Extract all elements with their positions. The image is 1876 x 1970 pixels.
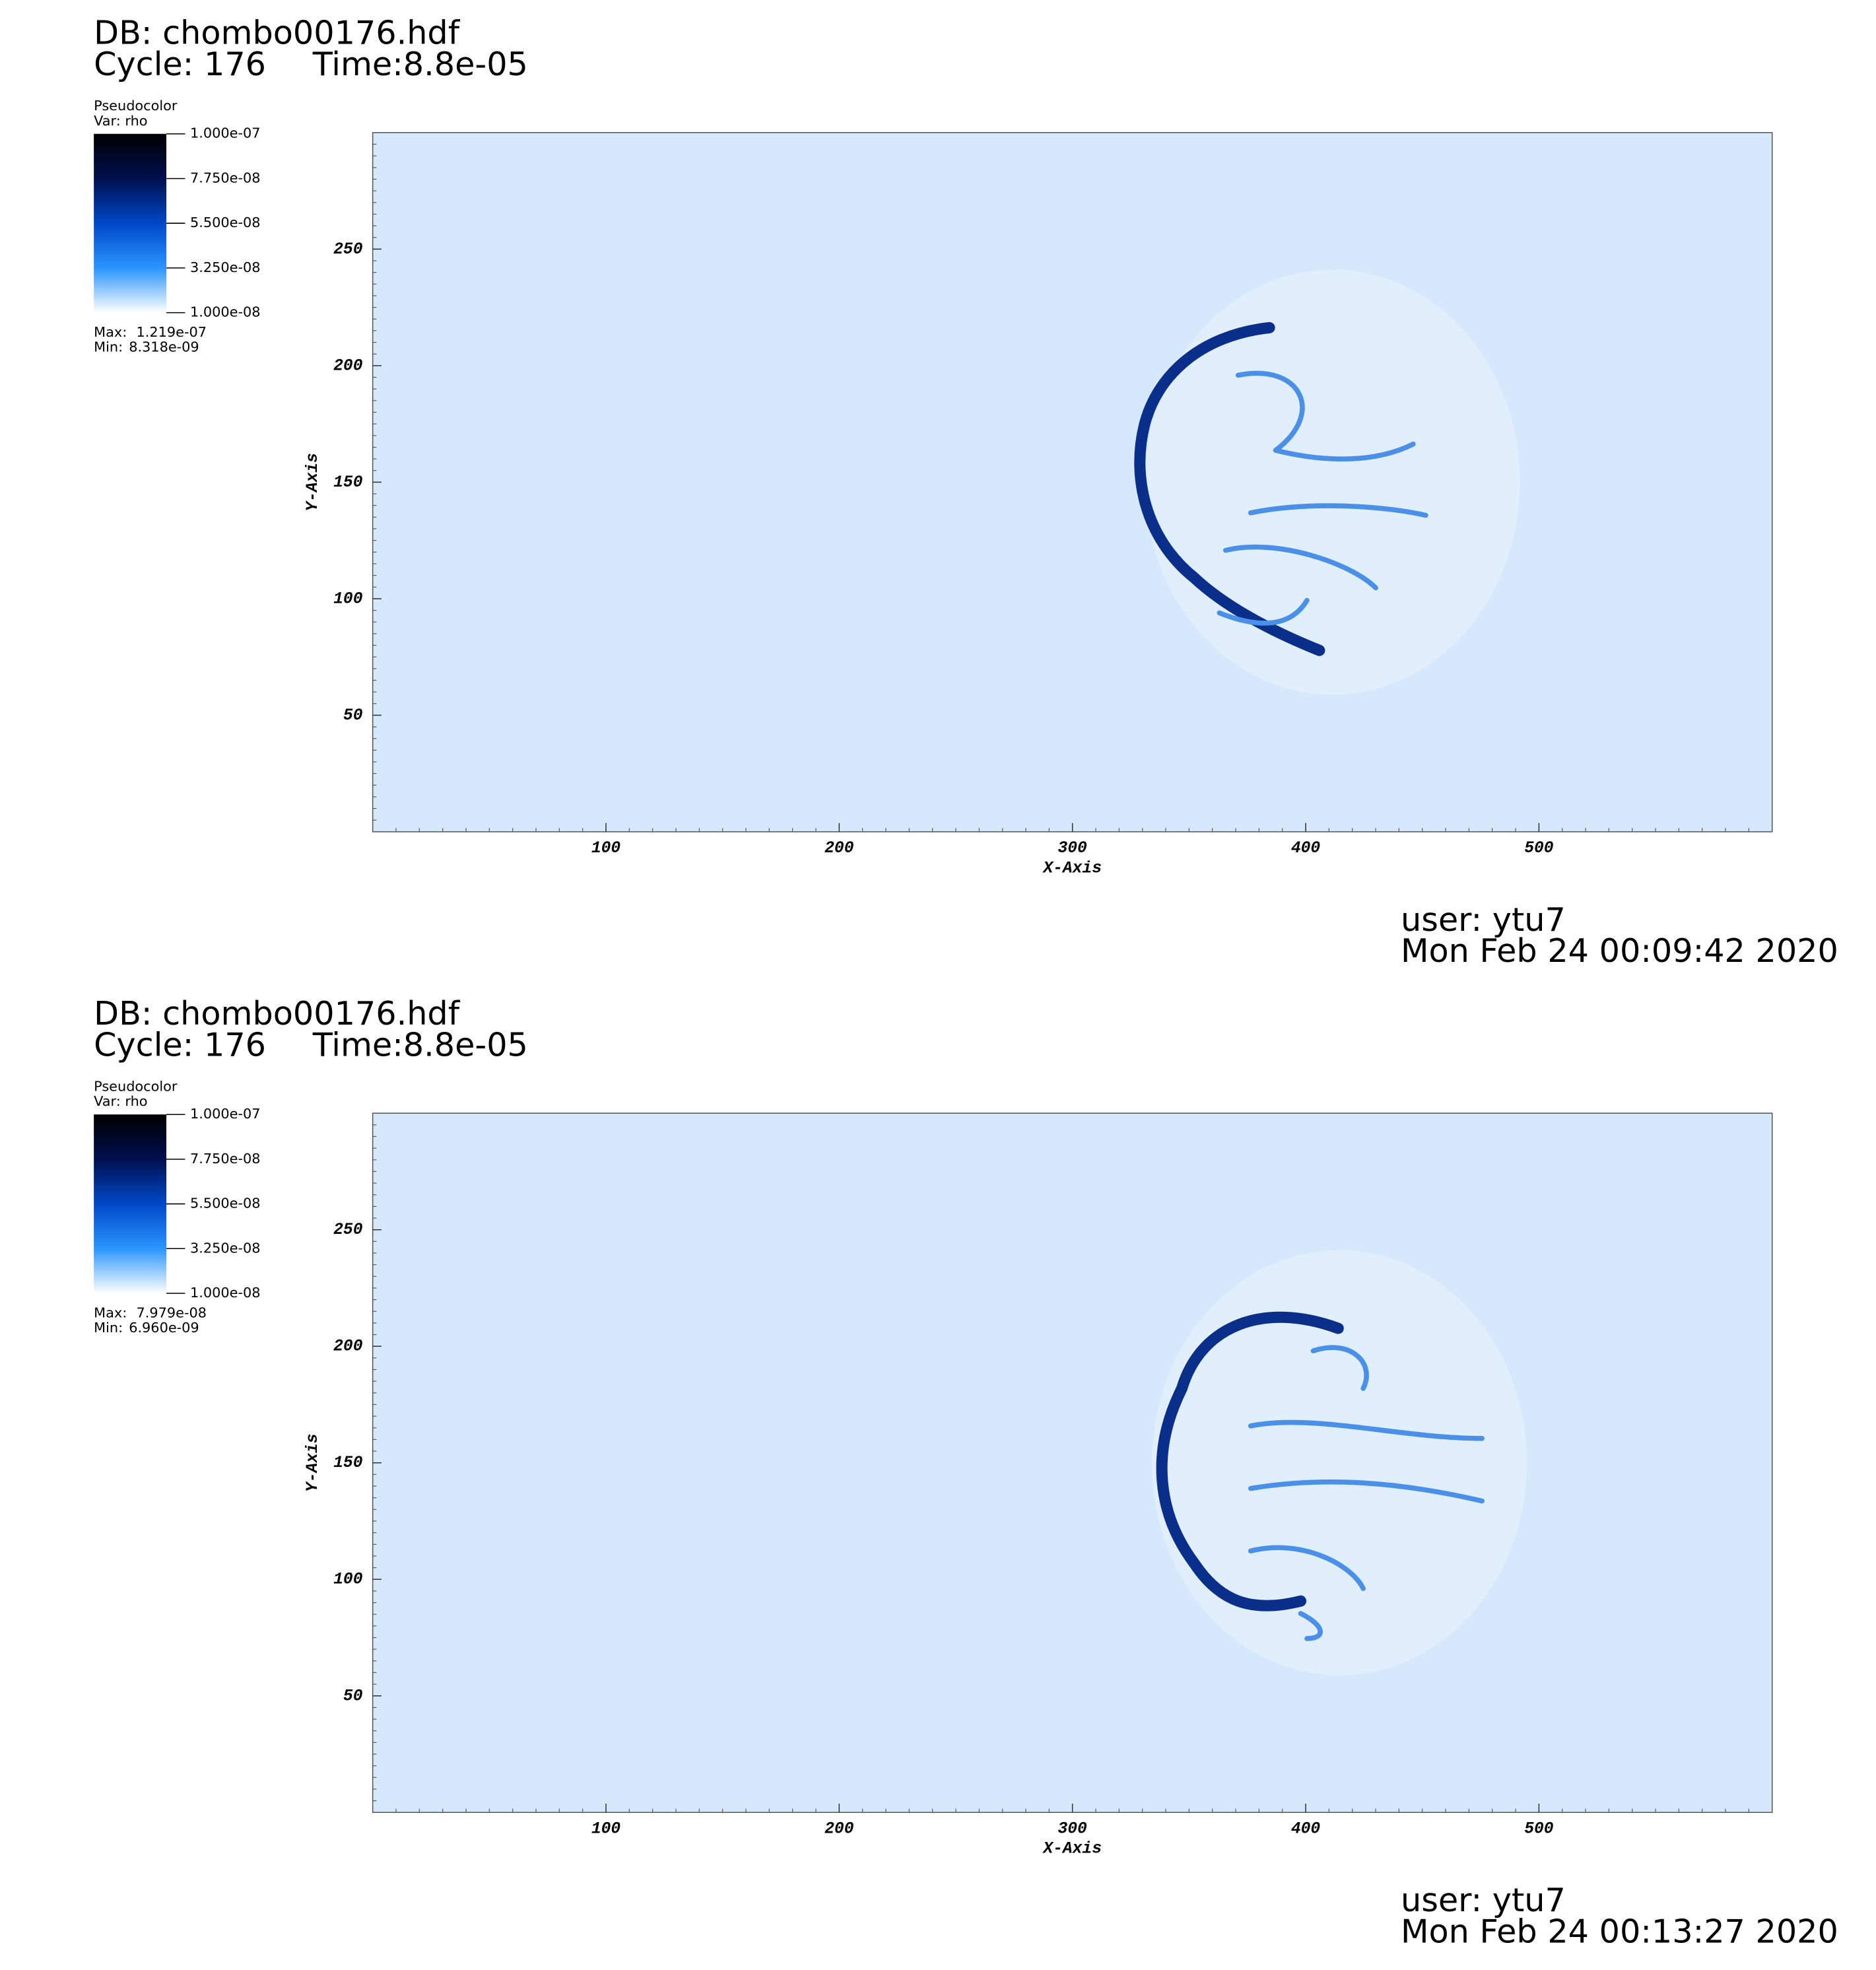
flow-filament xyxy=(1217,597,1310,626)
min-caption: Min: xyxy=(94,339,123,355)
db-title: DB: chombo00176.hdf xyxy=(94,14,461,52)
flow-halo xyxy=(1151,1250,1527,1676)
x-tick-label: 100 xyxy=(591,1820,621,1838)
colorbar-tick-label: 7.750e-08 xyxy=(190,1151,260,1167)
date: Mon Feb 24 00:09:42 2020 xyxy=(1401,932,1838,970)
legend-title: Pseudocolor xyxy=(94,98,178,114)
colorbar-tick-label: 5.500e-08 xyxy=(190,1196,260,1211)
flow-filament xyxy=(1310,1345,1369,1391)
colorbar xyxy=(94,1114,167,1294)
x-tick-label: 200 xyxy=(824,840,854,858)
y-tick-label: 250 xyxy=(333,1221,363,1239)
cycle: Cycle: 176 xyxy=(94,45,266,83)
legend-variable: Var: rho xyxy=(94,1093,147,1109)
x-axis-label: X-Axis xyxy=(1042,860,1102,877)
date: Mon Feb 24 00:13:27 2020 xyxy=(1401,1913,1838,1951)
colorbar-tick-label: 1.000e-08 xyxy=(190,1285,260,1301)
x-tick-label: 400 xyxy=(1291,840,1321,858)
y-tick-label: 100 xyxy=(333,590,363,608)
flow-filament xyxy=(1223,544,1378,591)
user: user: ytu7 xyxy=(1401,900,1566,939)
y-tick-label: 150 xyxy=(333,1454,363,1472)
y-tick-label: 200 xyxy=(333,1338,363,1356)
min-value: 8.318e-09 xyxy=(129,339,199,355)
time: Time:8.8e-05 xyxy=(312,45,528,83)
min-value: 6.960e-09 xyxy=(129,1320,199,1336)
x-tick-label: 400 xyxy=(1291,1820,1321,1838)
colorbar xyxy=(94,133,167,313)
user: user: ytu7 xyxy=(1401,1881,1566,1919)
x-tick-label: 200 xyxy=(824,1820,854,1838)
flow-filament xyxy=(1298,1611,1323,1641)
max-caption: Max: xyxy=(94,1305,127,1320)
x-tick-label: 100 xyxy=(591,840,621,858)
x-tick-label: 500 xyxy=(1524,840,1554,858)
flow-filament xyxy=(1248,503,1428,518)
flow-front xyxy=(1156,1311,1344,1612)
x-axis-label: X-Axis xyxy=(1042,1841,1102,1858)
min-caption: Min: xyxy=(94,1320,123,1336)
plot-area xyxy=(372,132,1773,832)
y-axis-label: Y-Axis xyxy=(304,453,322,512)
colorbar-tick-label: 3.250e-08 xyxy=(190,1240,260,1256)
legend-title: Pseudocolor xyxy=(94,1078,178,1094)
y-axis-label: Y-Axis xyxy=(304,1433,322,1492)
y-tick-label: 150 xyxy=(333,474,363,492)
y-tick-label: 50 xyxy=(343,707,363,725)
x-tick-label: 300 xyxy=(1058,1820,1088,1838)
flow-filament xyxy=(1248,1479,1485,1504)
plot-area xyxy=(372,1112,1773,1814)
legend-variable: Var: rho xyxy=(94,113,147,129)
max-value: 7.979e-08 xyxy=(137,1305,207,1320)
y-tick-label: 250 xyxy=(333,241,363,259)
flow-filament xyxy=(1273,441,1416,462)
colorbar-tick-label: 1.000e-08 xyxy=(190,304,260,320)
y-tick-label: 50 xyxy=(343,1687,363,1705)
flow-halo xyxy=(1145,269,1520,695)
flow-filament xyxy=(1235,370,1305,453)
colorbar-tick-label: 5.500e-08 xyxy=(190,215,260,230)
max-value: 1.219e-07 xyxy=(137,324,207,340)
flow-front xyxy=(1134,322,1325,656)
db-title: DB: chombo00176.hdf xyxy=(94,994,461,1033)
flow-filament xyxy=(1248,1545,1366,1591)
colorbar-tick-label: 7.750e-08 xyxy=(190,170,260,186)
x-tick-label: 300 xyxy=(1058,840,1088,858)
y-tick-label: 100 xyxy=(333,1571,363,1589)
colorbar-tick-label: 1.000e-07 xyxy=(190,1106,260,1122)
colorbar-tick-label: 3.250e-08 xyxy=(190,259,260,275)
max-caption: Max: xyxy=(94,324,127,340)
cycle: Cycle: 176 xyxy=(94,1025,266,1064)
x-tick-label: 500 xyxy=(1524,1820,1554,1838)
flow-filament xyxy=(1248,1419,1485,1441)
time: Time:8.8e-05 xyxy=(312,1025,528,1064)
colorbar-tick-label: 1.000e-07 xyxy=(190,125,260,141)
y-tick-label: 200 xyxy=(333,357,363,375)
